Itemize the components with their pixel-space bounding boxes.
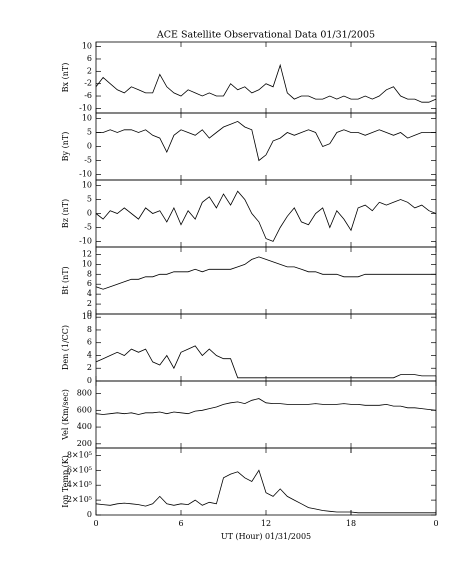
y-tick-label: 600 <box>77 405 92 414</box>
x-tick-label: 0 <box>93 519 98 528</box>
y-tick-label: 0 <box>87 142 92 151</box>
panel-frame <box>95 179 437 248</box>
y-tick-label: 8 <box>87 269 92 278</box>
y-tick-label: 5 <box>87 128 92 137</box>
x-axis-label: UT (Hour) 01/31/2005 <box>221 532 311 541</box>
y-tick-label: 8×10⁵ <box>67 450 92 459</box>
data-line <box>95 190 437 242</box>
data-line <box>96 120 436 162</box>
y-axis-label: Ion Temp (K) <box>61 455 70 508</box>
data-line <box>95 398 437 415</box>
y-tick-label: 10 <box>82 259 92 268</box>
panel-frame <box>95 112 437 181</box>
x-tick-label: 0 <box>433 519 438 528</box>
y-tick-label: -10 <box>79 169 92 178</box>
y-axis-label: By (nT) <box>61 132 70 162</box>
y-tick-label: 10 <box>82 181 92 190</box>
x-tick-label: 6 <box>178 519 183 528</box>
y-tick-label: -10 <box>79 236 92 245</box>
x-tick-label: 18 <box>346 519 356 528</box>
y-tick-label: 0 <box>87 376 92 385</box>
x-tick-label: 12 <box>261 519 271 528</box>
y-tick-label: 6×10⁵ <box>67 465 92 474</box>
panel-frame <box>95 447 437 516</box>
y-tick-label: 4 <box>87 289 92 298</box>
y-tick-label: 2 <box>87 66 92 75</box>
y-tick-label: -5 <box>84 222 92 231</box>
y-tick-label: 6 <box>87 279 92 288</box>
y-axis-label: Den (1/CC) <box>61 325 70 370</box>
y-tick-label: 8 <box>87 325 92 334</box>
y-tick-label: 10 <box>82 114 92 123</box>
y-tick-label: 0 <box>87 209 92 218</box>
y-tick-label: -6 <box>84 91 92 100</box>
y-tick-label: 200 <box>77 439 92 448</box>
y-tick-label: 4 <box>87 350 92 359</box>
y-tick-label: 10 <box>82 312 92 321</box>
y-tick-label: -10 <box>79 103 92 112</box>
y-tick-label: 0 <box>87 510 92 519</box>
y-axis-label: Bx (nT) <box>61 63 70 93</box>
y-axis-label: Vel (Km/sec) <box>61 389 70 441</box>
y-axis-label: Bz (nT) <box>61 199 70 228</box>
data-line <box>95 256 436 290</box>
y-tick-label: -5 <box>84 155 92 164</box>
y-tick-label: 6 <box>87 54 92 63</box>
y-tick-label: 5 <box>87 195 92 204</box>
y-tick-label: -2 <box>84 79 92 88</box>
panel-frame <box>95 41 437 114</box>
y-tick-label: 6 <box>87 338 92 347</box>
panel-frame <box>95 313 437 382</box>
y-tick-label: 2×10⁵ <box>67 495 92 504</box>
y-tick-label: 4×10⁵ <box>67 480 92 489</box>
chart-title: ACE Satellite Observational Data 01/31/2… <box>156 30 375 41</box>
y-tick-label: 800 <box>77 389 92 398</box>
y-tick-label: 400 <box>77 422 92 431</box>
panel-frame <box>95 246 437 315</box>
panel-frame <box>95 380 437 449</box>
data-line <box>95 345 436 379</box>
data-line <box>95 469 436 514</box>
y-tick-label: 0 <box>87 309 92 318</box>
y-tick-label: 2 <box>87 299 92 308</box>
y-tick-label: 2 <box>87 363 92 372</box>
data-line <box>95 63 437 103</box>
y-tick-label: 12 <box>82 249 92 258</box>
y-axis-label: Bt (nT) <box>61 266 70 294</box>
y-tick-label: 10 <box>82 42 92 51</box>
